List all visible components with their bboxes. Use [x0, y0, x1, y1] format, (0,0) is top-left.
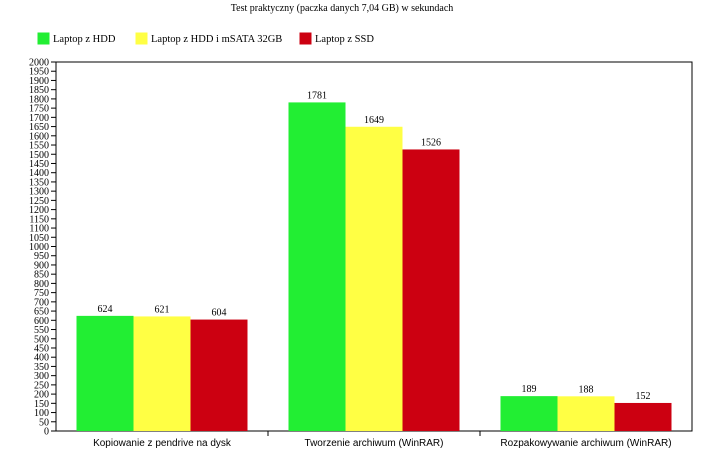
y-tick-label: 1400 — [29, 168, 49, 179]
chart-title: Test praktyczny (paczka danych 7,04 GB) … — [231, 3, 454, 14]
y-tick-label: 1000 — [29, 242, 49, 253]
y-tick-label: 150 — [34, 399, 49, 410]
bar-value-label: 188 — [579, 384, 594, 395]
y-tick-label: 950 — [34, 251, 49, 262]
legend-swatch-3 — [299, 32, 312, 45]
y-tick-label: 1450 — [29, 159, 49, 170]
y-tick-label: 1750 — [29, 104, 49, 115]
y-tick-label: 250 — [34, 380, 49, 391]
y-tick-label: 1950 — [29, 67, 49, 78]
y-tick-label: 1900 — [29, 76, 49, 87]
y-tick-label: 450 — [34, 343, 49, 354]
bar-value-label: 152 — [636, 391, 651, 402]
y-tick-label: 1150 — [29, 214, 49, 225]
y-tick-label: 300 — [34, 371, 49, 382]
y-tick-label: 50 — [39, 417, 49, 428]
bar — [500, 396, 558, 431]
x-category-label: Kopiowanie z pendrive na dysk — [93, 438, 232, 449]
x-category-label: Tworzenie archiwum (WinRAR) — [305, 438, 444, 449]
y-tick-label: 200 — [34, 390, 49, 401]
y-tick-label: 350 — [34, 362, 49, 373]
y-tick-label: 850 — [34, 270, 49, 281]
legend-swatch-1 — [37, 32, 50, 45]
y-tick-label: 500 — [34, 334, 49, 345]
y-tick-label: 1700 — [29, 113, 49, 124]
y-tick-label: 1550 — [29, 141, 49, 152]
bar — [557, 396, 615, 431]
y-tick-label: 1050 — [29, 233, 49, 244]
y-tick-label: 1500 — [29, 150, 49, 161]
legend-label-3: Laptop z SSD — [315, 34, 374, 45]
legend: Laptop z HDD Laptop z HDD i mSATA 32GB Lap… — [37, 32, 374, 45]
y-tick-label: 0 — [44, 427, 49, 438]
y-tick-label: 1350 — [29, 177, 49, 188]
bar — [190, 319, 248, 431]
y-tick-label: 2000 — [29, 58, 49, 69]
y-tick-label: 750 — [34, 288, 49, 299]
bars: 624 621 604 1781 1649 1526 189 188 152 — [76, 90, 672, 432]
bar — [133, 316, 191, 431]
bar — [614, 402, 672, 431]
y-tick-label: 700 — [34, 297, 49, 308]
bar — [76, 315, 134, 431]
y-tick-label: 1300 — [29, 187, 49, 198]
y-tick-label: 100 — [34, 408, 49, 419]
bar-value-label: 189 — [522, 384, 537, 395]
y-tick-label: 1650 — [29, 122, 49, 133]
y-tick-label: 1850 — [29, 85, 49, 96]
bar-value-label: 1649 — [364, 115, 384, 126]
y-tick-label: 600 — [34, 316, 49, 327]
bar-value-label: 1526 — [421, 137, 441, 148]
legend-swatch-2 — [135, 32, 148, 45]
bar — [345, 126, 403, 432]
bar-value-label: 1781 — [307, 90, 327, 101]
y-tick-label: 800 — [34, 279, 49, 290]
bar — [288, 102, 346, 431]
bar-value-label: 621 — [155, 304, 170, 315]
y-tick-label: 400 — [34, 353, 49, 364]
y-tick-label: 1100 — [29, 224, 49, 235]
y-tick-label: 1600 — [29, 131, 49, 142]
y-axis: 0501001502002503003504004505005506006507… — [29, 58, 56, 438]
bar — [402, 149, 460, 431]
bar-value-label: 624 — [98, 304, 113, 315]
y-tick-label: 550 — [34, 325, 49, 336]
x-axis: Kopiowanie z pendrive na dysk Tworzenie a… — [93, 431, 672, 449]
y-tick-label: 650 — [34, 307, 49, 318]
y-tick-label: 1800 — [29, 94, 49, 105]
legend-label-1: Laptop z HDD — [53, 34, 116, 45]
x-category-label: Rozpakowywanie archiwum (WinRAR) — [500, 438, 671, 449]
bar-value-label: 604 — [212, 308, 227, 319]
legend-label-2: Laptop z HDD i mSATA 32GB — [151, 34, 282, 45]
y-tick-label: 1200 — [29, 205, 49, 216]
y-tick-label: 900 — [34, 260, 49, 271]
y-tick-label: 1250 — [29, 196, 49, 207]
